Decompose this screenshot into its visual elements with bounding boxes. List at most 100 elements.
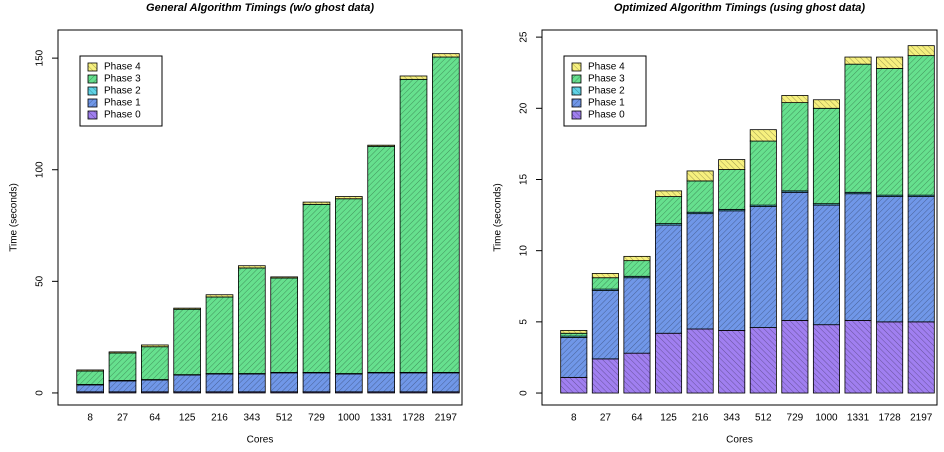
bar-segment — [76, 384, 104, 393]
bar-segment — [686, 328, 714, 394]
x-tick-label: 2197 — [435, 413, 458, 424]
bar-segment — [108, 380, 137, 393]
bar-segment — [560, 332, 588, 337]
bar-segment — [623, 277, 651, 354]
bar-segment — [718, 210, 746, 331]
legend-label: Phase 1 — [588, 98, 625, 109]
legend-label: Phase 2 — [104, 86, 141, 97]
bar-segment — [781, 320, 809, 394]
x-tick-label: 216 — [692, 413, 709, 424]
legend-label: Phase 0 — [588, 110, 625, 121]
bar-segment — [591, 277, 619, 290]
bar-segment — [655, 224, 683, 334]
x-tick-label: 512 — [755, 413, 772, 424]
bar-segment — [238, 373, 266, 393]
y-tick-label: 50 — [35, 275, 46, 287]
x-tick-label: 125 — [179, 413, 196, 424]
bar-segment — [205, 294, 234, 298]
bar-segment — [108, 351, 137, 354]
y-tick-label: 25 — [519, 31, 530, 43]
bar-segment — [591, 358, 619, 394]
bar-segment — [655, 196, 683, 225]
bar-segment — [907, 321, 935, 394]
x-tick-label: 64 — [149, 413, 161, 424]
x-tick-label: 8 — [571, 413, 577, 424]
bar-segment — [173, 308, 201, 376]
bar-segment — [302, 201, 331, 205]
bar-segment — [844, 63, 872, 193]
chart-title: General Algorithm Timings (w/o ghost dat… — [146, 2, 374, 14]
bar-segment — [907, 45, 935, 57]
legend-swatch — [87, 98, 98, 108]
bar-segment — [749, 140, 777, 206]
bar-segment — [686, 170, 714, 182]
y-tick-label: 0 — [519, 390, 530, 396]
bar-segment — [205, 373, 234, 393]
bar-segment — [812, 324, 840, 394]
bar-segment — [238, 267, 266, 374]
x-tick-label: 216 — [211, 413, 228, 424]
legend-swatch — [571, 110, 582, 120]
x-axis-label: Cores — [726, 435, 753, 446]
bar-segment — [844, 320, 872, 394]
legend-label: Phase 1 — [104, 98, 141, 109]
bar-segment — [844, 193, 872, 321]
bar-segment — [432, 56, 460, 373]
legend-label: Phase 3 — [104, 74, 141, 85]
y-tick-label: 20 — [519, 102, 530, 114]
bar-segment — [844, 56, 872, 65]
bar-segment — [718, 159, 746, 170]
bar-segment — [270, 372, 298, 393]
x-tick-label: 64 — [631, 413, 643, 424]
bar-segment — [686, 213, 714, 330]
bar-segment — [749, 206, 777, 328]
bar-segment — [781, 102, 809, 192]
y-tick-label: 150 — [35, 49, 46, 66]
bar-segment — [876, 68, 904, 196]
x-tick-label: 1728 — [879, 413, 902, 424]
bar-segment — [876, 56, 904, 69]
bar-segment — [141, 346, 169, 380]
bar-segment — [623, 352, 651, 394]
bar-segment — [302, 372, 331, 393]
bar-segment — [335, 196, 363, 200]
y-axis-label: Time (seconds) — [493, 183, 504, 252]
x-tick-label: 1000 — [815, 413, 838, 424]
legend-swatch — [87, 110, 98, 120]
x-tick-label: 1728 — [402, 413, 425, 424]
y-tick-label: 10 — [519, 245, 530, 257]
bar-segment — [141, 344, 169, 348]
bar-segment — [270, 276, 298, 279]
x-tick-label: 1000 — [338, 413, 361, 424]
bar-segment — [108, 352, 137, 381]
y-tick-label: 5 — [519, 319, 530, 325]
bar-segment — [76, 369, 104, 372]
plot-frame — [57, 29, 463, 406]
legend-swatch — [571, 98, 582, 108]
bar-segment — [781, 191, 809, 321]
legend-swatch — [87, 74, 98, 84]
legend-swatch — [87, 86, 98, 96]
bar-segment — [812, 107, 840, 205]
bar-segment — [173, 374, 201, 393]
legend-label: Phase 3 — [588, 74, 625, 85]
x-tick-label: 125 — [660, 413, 677, 424]
plot-frame — [541, 29, 938, 406]
legend-label: Phase 2 — [588, 86, 625, 97]
bar-segment — [335, 373, 363, 393]
y-tick-label: 100 — [35, 161, 46, 178]
chart-title: Optimized Algorithm Timings (using ghost… — [614, 2, 866, 14]
bar-segment — [270, 277, 298, 373]
bar-segment — [907, 196, 935, 323]
bar-segment — [812, 99, 840, 109]
x-tick-label: 27 — [117, 413, 129, 424]
bar-segment — [718, 329, 746, 394]
bar-segment — [141, 379, 169, 393]
bar-segment — [655, 190, 683, 197]
legend-swatch — [87, 62, 98, 72]
bar-segment — [399, 75, 428, 80]
bar-segment — [399, 372, 428, 393]
x-axis-label: Cores — [247, 435, 274, 446]
